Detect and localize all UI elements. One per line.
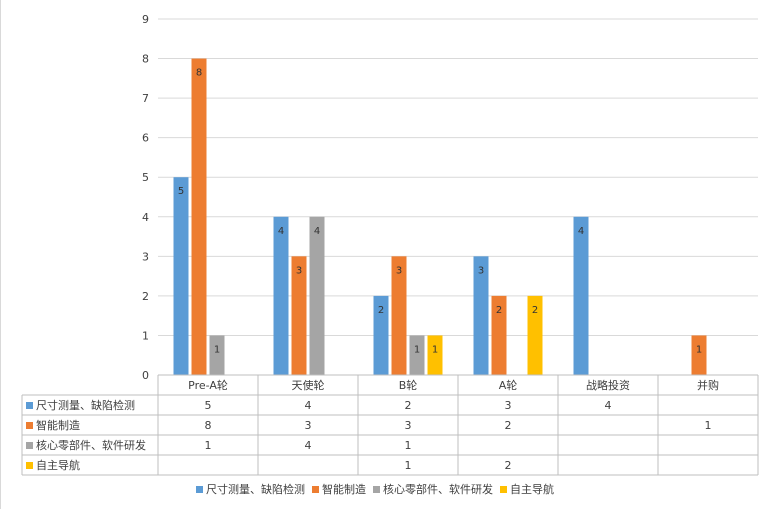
data-label: 5	[178, 186, 184, 197]
data-label: 8	[196, 68, 202, 79]
table-legend-key	[26, 442, 33, 449]
table-cell: 4	[305, 399, 312, 412]
table-cell: 2	[505, 419, 512, 432]
bar	[209, 335, 225, 375]
legend-label: 自主导航	[510, 482, 554, 496]
data-label: 2	[378, 305, 384, 316]
legend-label: 智能制造	[322, 482, 366, 496]
category-label: 战略投资	[586, 378, 630, 392]
data-label: 4	[278, 226, 284, 237]
table-cell: 3	[405, 419, 412, 432]
bar	[391, 256, 407, 375]
bar	[191, 58, 207, 376]
y-tick-label: 9	[142, 13, 149, 26]
data-label: 3	[478, 265, 484, 276]
data-label: 4	[314, 226, 320, 237]
bar	[373, 295, 389, 375]
y-tick-label: 5	[142, 171, 149, 184]
category-label: B轮	[399, 378, 418, 392]
data-label: 2	[496, 305, 502, 316]
y-tick-label: 2	[142, 290, 149, 303]
category-label: Pre-A轮	[188, 378, 228, 392]
table-series-name: 智能制造	[36, 418, 80, 432]
category-label: A轮	[499, 378, 518, 392]
bar	[427, 335, 443, 375]
y-tick-label: 8	[142, 53, 149, 66]
data-label: 1	[414, 344, 420, 355]
table-cell: 2	[505, 459, 512, 472]
bar	[691, 335, 707, 375]
table-legend-key	[26, 462, 33, 469]
table-series-name: 尺寸测量、缺陷检测	[36, 398, 135, 412]
table-cell: 3	[305, 419, 312, 432]
table-cell: 5	[205, 399, 212, 412]
legend-label: 核心零部件、软件研发	[383, 482, 493, 496]
table-legend-key	[26, 402, 33, 409]
table-cell: 2	[405, 399, 412, 412]
table-cell: 1	[205, 439, 212, 452]
y-tick-label: 7	[142, 92, 149, 105]
data-label: 3	[396, 265, 402, 276]
table-cell: 3	[505, 399, 512, 412]
legend-key	[373, 486, 380, 493]
data-label: 1	[696, 344, 702, 355]
legend-key	[196, 486, 203, 493]
bar	[491, 295, 507, 375]
table-cell: 4	[605, 399, 612, 412]
table-cell: 1	[705, 419, 712, 432]
category-label: 并购	[697, 378, 719, 392]
y-axis: 0 1 2 3 4 5 6 7 8 9	[142, 13, 149, 382]
data-label: 3	[296, 265, 302, 276]
table-cell: 1	[405, 439, 412, 452]
data-label: 1	[432, 344, 438, 355]
table-cell: 1	[405, 459, 412, 472]
y-tick-label: 4	[142, 211, 149, 224]
table-series-name: 自主导航	[36, 458, 80, 472]
table-legend-key	[26, 422, 33, 429]
y-tick-label: 0	[142, 369, 149, 382]
y-tick-label: 1	[142, 329, 149, 342]
bars: 5 4 2 3 4 8 3 3 2 1 1 4 1 1 2	[173, 58, 707, 376]
table-cell: 8	[205, 419, 212, 432]
legend-key	[312, 486, 319, 493]
data-label: 4	[578, 226, 584, 237]
bar	[527, 295, 543, 375]
legend: 尺寸测量、缺陷检测 智能制造 核心零部件、软件研发 自主导航	[196, 482, 554, 496]
bar	[473, 256, 489, 375]
table-series-name: 核心零部件、软件研发	[36, 438, 146, 452]
bar	[273, 216, 289, 375]
table-cell: 4	[305, 439, 312, 452]
y-tick-label: 6	[142, 132, 149, 145]
y-tick-label: 3	[142, 250, 149, 263]
bar	[573, 216, 589, 375]
legend-label: 尺寸测量、缺陷检测	[206, 482, 305, 496]
bar	[291, 256, 307, 375]
category-label: 天使轮	[292, 378, 325, 392]
data-label: 1	[214, 344, 220, 355]
bar	[173, 177, 189, 375]
bar	[309, 216, 325, 375]
bar	[409, 335, 425, 375]
legend-key	[500, 486, 507, 493]
data-label: 2	[532, 305, 538, 316]
